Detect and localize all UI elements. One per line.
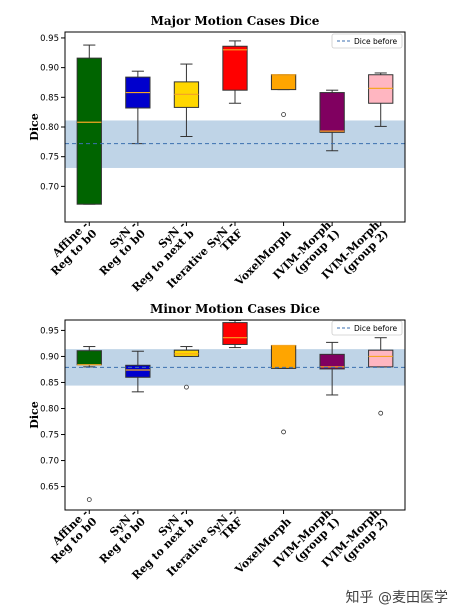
y-tick-label: 0.70 [40,182,59,192]
box-5 [270,344,297,435]
y-tick-label: 0.75 [40,153,59,163]
box-body [319,353,345,370]
box-flier [281,429,286,435]
box-6 [319,89,345,152]
legend: Dice before [331,320,403,336]
box-body [76,57,102,205]
y-tick-label: 0.70 [40,457,59,467]
box-flier [281,112,286,117]
y-tick-label: 0.95 [40,34,59,44]
box-body [270,345,297,369]
watermark-text: 知乎 @麦田医学 [345,590,448,606]
legend-box [331,320,403,336]
box-4 [222,320,248,349]
y-tick-label: 0.85 [40,378,59,388]
legend-box [331,33,403,49]
box-1 [76,346,102,502]
box-7 [368,72,394,127]
box-3 [173,346,200,390]
y-tick-label: 0.90 [40,352,59,362]
box-body [76,350,102,366]
box-1 [76,44,102,205]
y-tick-label: 0.75 [40,431,59,441]
legend-label: Dice before [354,37,398,46]
box-2 [125,350,151,393]
box-body [222,322,248,345]
chart-panel-1: 0.70 0.75 0.80 0.85 0.90 0.95 Affine -Reg to b… [28,14,406,294]
y-tick-label: 0.80 [40,123,59,133]
box-body [319,92,345,133]
y-tick-label: 0.85 [40,93,59,103]
x-tick-label: Affine -Reg to b0 [40,218,100,278]
y-axis-label: Dice [28,113,41,140]
box-body [368,349,394,368]
x-tick-label: SyN -Reg to b0 [89,506,149,566]
chart-panel-2: 0.65 0.70 0.75 0.80 0.85 0.90 0.95 Affine -Reg … [28,302,406,582]
box-flier [378,410,384,416]
axes-frame [64,319,406,511]
box-6 [319,341,345,396]
x-tick-label: SyN -Reg to b0 [89,218,149,278]
box-flier [86,497,92,502]
reference-band [65,120,405,168]
x-tick-label: Affine -Reg to b0 [40,506,100,566]
legend-label: Dice before [354,324,398,333]
box-4 [222,40,248,104]
chart-title: Major Motion Cases Dice [151,14,320,28]
y-tick-label: 0.90 [40,64,59,74]
y-axis-label: Dice [28,401,41,428]
legend: Dice before [331,33,403,49]
box-flier [184,384,189,390]
box-body [222,45,248,91]
chart-title: Minor Motion Cases Dice [150,302,320,316]
y-tick-label: 0.65 [40,483,59,493]
box-2 [125,70,151,145]
y-tick-label: 0.95 [40,326,59,336]
y-tick-label: 0.80 [40,404,59,414]
box-body [125,364,151,378]
box-5 [270,74,297,117]
box-3 [173,63,200,137]
box-7 [368,337,394,416]
box-body [270,74,297,91]
